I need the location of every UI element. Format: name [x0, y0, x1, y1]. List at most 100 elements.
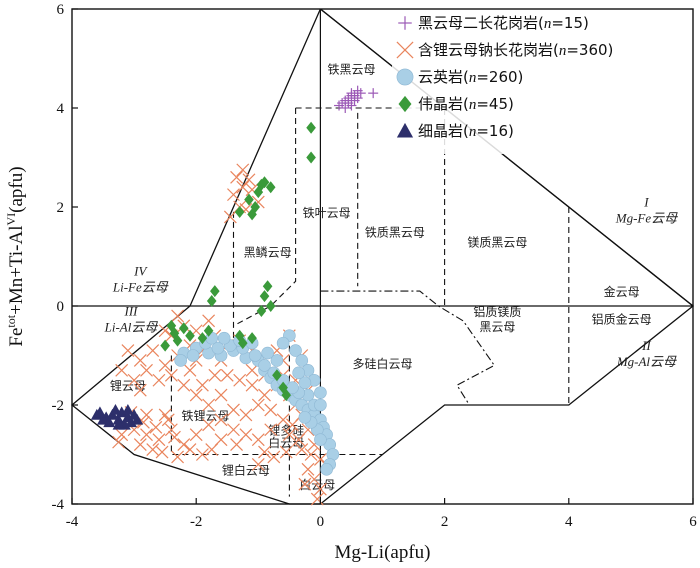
y-tick-label: 4	[57, 101, 65, 117]
legend-background	[392, 12, 690, 154]
legend-entry: 黑云母二长花岗岩(n=15)	[398, 14, 589, 32]
data-point	[223, 210, 237, 224]
data-point	[233, 373, 247, 387]
data-point	[168, 430, 181, 444]
data-point	[172, 334, 183, 347]
data-point	[298, 477, 312, 491]
data-point	[346, 90, 357, 101]
data-point	[292, 433, 306, 447]
data-point	[166, 319, 177, 332]
data-point	[177, 438, 191, 452]
region-label: 铁锂云母	[182, 408, 230, 423]
data-point	[177, 378, 191, 392]
data-point	[340, 103, 351, 113]
data-point	[264, 423, 278, 437]
data-point	[256, 304, 267, 317]
data-point	[214, 413, 228, 427]
data-point	[227, 403, 240, 417]
data-point	[112, 418, 125, 430]
data-point	[310, 492, 324, 506]
region-label: 白云母	[268, 435, 304, 450]
outer-boundary	[70, 8, 695, 505]
region-label: 黑云母	[479, 320, 515, 334]
x-tick-label: -4	[66, 514, 79, 530]
data-point	[259, 290, 270, 303]
corner-label-name: Li-Fe云母	[112, 280, 169, 295]
data-point	[398, 95, 412, 113]
data-point	[398, 16, 412, 30]
data-point	[227, 188, 240, 202]
data-point	[149, 420, 163, 434]
y-tick-label: 6	[57, 2, 65, 18]
data-point	[158, 358, 172, 372]
data-point	[140, 428, 153, 442]
data-point	[314, 433, 327, 446]
data-point	[230, 438, 243, 452]
data-point	[230, 170, 243, 184]
data-point	[185, 329, 195, 342]
data-point	[265, 181, 276, 194]
data-point	[259, 176, 270, 189]
data-points	[90, 85, 379, 506]
corner-label-roman: II	[641, 338, 651, 353]
data-point	[189, 388, 203, 402]
data-point	[276, 336, 290, 350]
data-point	[304, 448, 318, 461]
legend-label: 细晶岩(n=16)	[418, 122, 514, 140]
data-point	[127, 373, 141, 387]
data-point	[103, 416, 116, 428]
data-point	[202, 314, 216, 328]
data-point	[396, 68, 414, 86]
corner-label-name: Li-Al云母	[104, 319, 159, 334]
data-point	[195, 378, 209, 392]
data-point	[171, 450, 184, 464]
data-point	[334, 100, 345, 111]
data-point	[217, 331, 231, 345]
data-point	[236, 180, 250, 194]
data-point	[203, 324, 214, 337]
data-point	[267, 450, 281, 464]
data-point	[115, 428, 129, 442]
data-point	[211, 341, 225, 355]
data-point	[169, 327, 180, 340]
data-point	[121, 403, 134, 415]
data-point	[262, 280, 273, 293]
y-tick-label: 2	[57, 200, 65, 216]
x-tick-label: 0	[317, 514, 325, 530]
y-tick-label: 0	[57, 299, 65, 315]
plot-border	[71, 8, 694, 505]
data-point	[93, 406, 106, 418]
data-point	[164, 423, 178, 437]
data-point	[264, 403, 278, 417]
region-label: 多硅白云母	[352, 356, 412, 371]
data-point	[115, 363, 129, 377]
data-point	[140, 363, 153, 377]
x-tick-label: 4	[565, 514, 573, 530]
data-point	[314, 398, 327, 412]
data-point	[258, 359, 271, 372]
data-point	[279, 445, 293, 459]
data-point	[282, 428, 296, 442]
data-point	[197, 332, 208, 345]
data-point	[298, 376, 312, 390]
data-point	[195, 448, 209, 461]
legend-entry: 含锂云母钠长花岗岩(n=360)	[396, 41, 613, 59]
data-point	[276, 413, 290, 427]
legend-entry: 伟晶岩(n=45)	[398, 95, 514, 113]
data-point	[210, 285, 220, 298]
data-point	[178, 322, 189, 335]
boundary-phengite	[320, 290, 496, 406]
x-tick-label: -2	[190, 514, 203, 530]
legend-label: 伟晶岩(n=45)	[418, 95, 514, 113]
data-point	[258, 388, 271, 402]
data-point	[236, 163, 250, 177]
data-point	[189, 428, 203, 442]
data-point	[155, 445, 169, 459]
legend: 黑云母二长花岗岩(n=15) 含锂云母钠长花岗岩(n=360) 云英岩(n=260)…	[392, 12, 690, 154]
data-point	[313, 482, 327, 496]
data-point	[270, 354, 284, 367]
corner-label-name: Mg-Fe云母	[615, 210, 678, 225]
data-point	[247, 332, 257, 345]
legend-entry: 细晶岩(n=16)	[396, 122, 514, 140]
region-label: 金云母	[604, 284, 640, 299]
